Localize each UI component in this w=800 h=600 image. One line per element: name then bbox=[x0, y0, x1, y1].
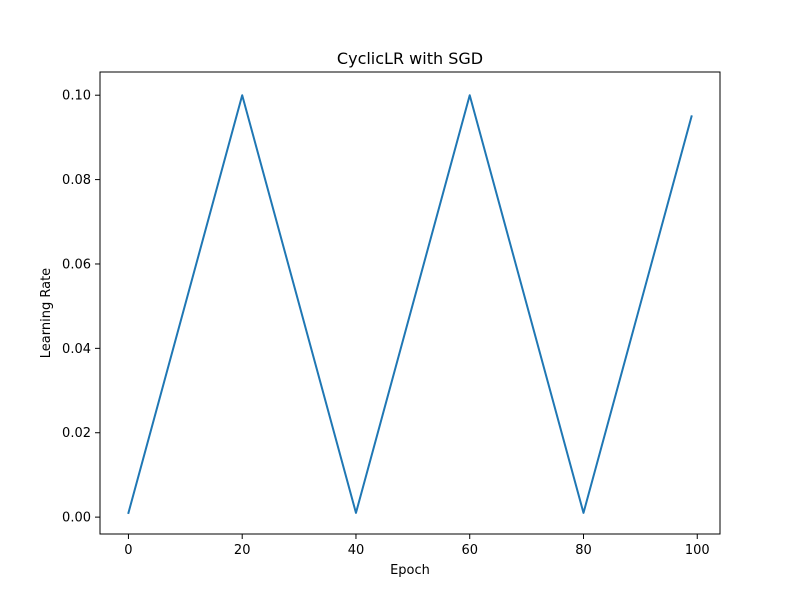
y-axis-label: Learning Rate bbox=[39, 268, 54, 358]
x-tick-label: 100 bbox=[685, 543, 710, 558]
axes-frame bbox=[99, 71, 721, 535]
y-tick-label: 0.04 bbox=[62, 342, 91, 357]
y-tick-label: 0.00 bbox=[62, 511, 91, 526]
y-tick-label: 0.06 bbox=[62, 257, 91, 272]
series-line-0 bbox=[127, 94, 693, 515]
x-tick-label: 40 bbox=[348, 543, 365, 558]
x-tick-label: 80 bbox=[575, 543, 592, 558]
y-tick-label: 0.10 bbox=[62, 89, 91, 104]
x-axis-label: Epoch bbox=[390, 563, 430, 578]
x-tick-label: 20 bbox=[234, 543, 251, 558]
plot-area: 0 20 40 60 80 100 0.00 0.02 0.04 0.06 0.08 0.10 bbox=[62, 71, 721, 558]
x-tick-label: 0 bbox=[124, 543, 132, 558]
y-tick-label: 0.02 bbox=[62, 426, 91, 441]
y-tick-label: 0.08 bbox=[62, 173, 91, 188]
x-tick-label: 60 bbox=[461, 543, 478, 558]
chart-title: CyclicLR with SGD bbox=[337, 49, 483, 68]
